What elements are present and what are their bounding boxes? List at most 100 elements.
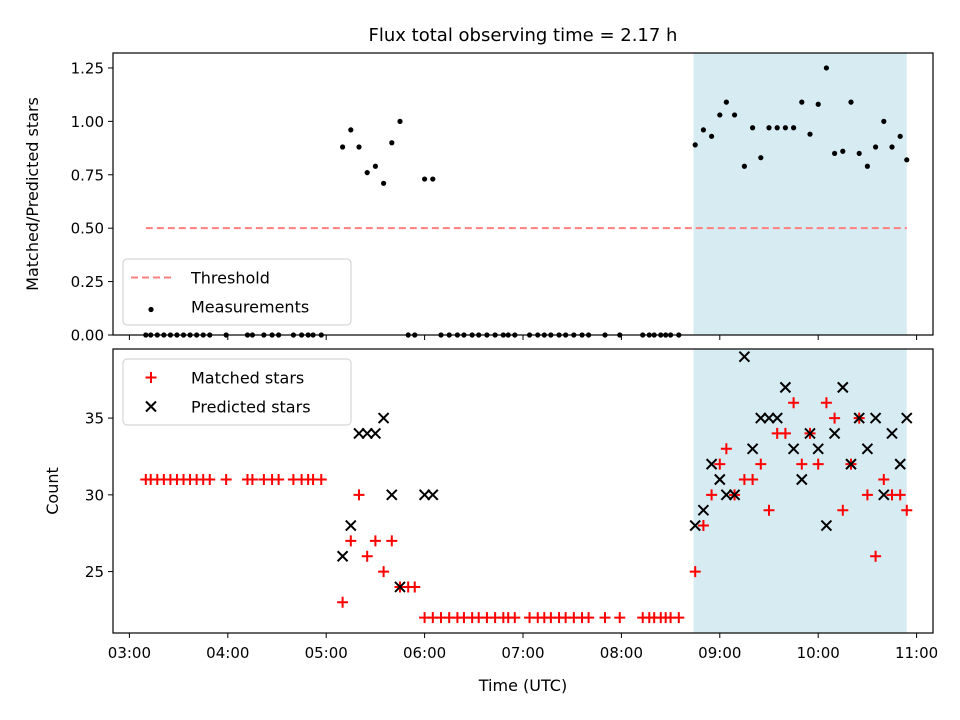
predicted-star-point (738, 350, 751, 363)
matched-star-point (837, 504, 849, 516)
measurement-point (741, 163, 748, 169)
measurement-point (397, 118, 403, 124)
predicted-star-point (705, 458, 718, 470)
y-tick-label: 25 (85, 563, 104, 581)
predicted-star-point (763, 412, 775, 424)
predicted-star-point (345, 519, 357, 532)
matched-star-point (720, 443, 732, 455)
matched-star-point (583, 612, 595, 624)
legend-entry-label: Measurements (191, 298, 309, 317)
predicted-star-point (828, 427, 841, 440)
measurement-point (372, 163, 378, 169)
predicted-star-point (787, 443, 800, 455)
x-tick-label: 10:00 (797, 644, 840, 662)
matched-star-point (220, 473, 232, 485)
matched-star-point (870, 550, 882, 562)
measurement-point (356, 144, 362, 150)
matched-star-point (894, 489, 906, 501)
matched-star-point (386, 535, 398, 547)
top-panel: 0.00 0.25 0.50 0.75 1.00 1.25 Matched/Predicte… (23, 52, 934, 345)
predicted-star-point (804, 427, 816, 440)
matched-star-point (345, 535, 357, 547)
y-tick-label: 0.00 (71, 327, 104, 345)
measurement-point (389, 140, 395, 146)
legend-predicted-swatch (145, 400, 157, 413)
x-tick-label: 06:00 (403, 644, 446, 662)
y-tick-label: 0.50 (71, 220, 104, 238)
measurement-point (807, 131, 813, 137)
predicted-star-point (336, 550, 349, 562)
legend-matched-swatch (145, 372, 157, 383)
legend (122, 358, 352, 426)
chart-title: Flux total observing time = 2.17 h (369, 25, 678, 46)
x-tick-label: 07:00 (501, 644, 544, 662)
predicted-star-point (361, 427, 373, 440)
predicted-star-point (845, 458, 857, 470)
measurement-point (799, 99, 805, 105)
x-tick-label: 08:00 (600, 644, 643, 662)
y-axis-label: Count (43, 467, 62, 515)
legend-entry-label: Threshold (190, 269, 270, 288)
predicted-star-point (878, 489, 890, 501)
x-tick-label: 03:00 (108, 644, 151, 662)
matched-star-point (796, 458, 808, 470)
predicted-star-point (720, 489, 733, 501)
measurement-point (815, 101, 821, 107)
measurement-point (750, 125, 756, 131)
matched-star-point (755, 458, 767, 470)
predicted-star-point (755, 412, 767, 424)
measurement-point (717, 112, 723, 118)
legend-entry-label: Predicted stars (191, 398, 311, 417)
matched-star-point (614, 612, 626, 624)
measurement-point (731, 112, 738, 118)
predicted-star-point (894, 458, 906, 470)
legend-entry-label: Matched stars (191, 369, 304, 388)
measurement-point (700, 127, 707, 133)
measurement-point (889, 144, 895, 150)
matched-star-point (689, 566, 701, 578)
matched-star-point (369, 535, 381, 547)
observing-span (693, 53, 907, 335)
measurement-point (832, 150, 838, 157)
predicted-star-point (901, 412, 913, 424)
x-axis-label: Time (UTC) (478, 676, 567, 695)
measurement-point (766, 125, 772, 131)
matched-star-point (747, 473, 759, 485)
measurement-point (904, 157, 910, 163)
measurement-point (381, 180, 387, 186)
x-tick-label: 04:00 (206, 644, 249, 662)
matched-star-point (714, 458, 726, 470)
predicted-star-point (820, 519, 833, 532)
measurement-point (723, 99, 729, 105)
matched-star-point (204, 473, 216, 485)
matched-star-point (246, 473, 258, 485)
measurement-point (840, 148, 846, 154)
measurement-point (864, 163, 871, 169)
predicted-star-point (377, 412, 390, 424)
matched-star-point (409, 581, 421, 593)
predicted-star-point (837, 381, 849, 394)
measurement-point (823, 65, 830, 71)
matched-star-point (353, 489, 365, 501)
predicted-star-point (353, 427, 365, 440)
matched-star-point (509, 612, 521, 624)
matched-star-point (820, 397, 832, 409)
observing-span (693, 349, 907, 633)
measurement-point (430, 176, 436, 182)
matched-star-point (706, 489, 718, 501)
matched-star-point (315, 473, 327, 485)
measurement-point (782, 125, 789, 131)
measurement-point (340, 144, 346, 150)
predicted-star-point (796, 473, 808, 486)
predicted-star-point (394, 581, 406, 593)
predicted-star-point (861, 443, 874, 455)
measurement-point (422, 176, 428, 182)
matched-star-point (378, 566, 390, 578)
predicted-star-point (689, 519, 701, 532)
matched-star-point (361, 550, 373, 562)
measurement-point (364, 170, 370, 176)
matched-star-point (861, 489, 873, 501)
y-tick-label: 0.25 (71, 273, 104, 291)
predicted-star-point (886, 427, 898, 440)
predicted-star-point (427, 489, 439, 501)
